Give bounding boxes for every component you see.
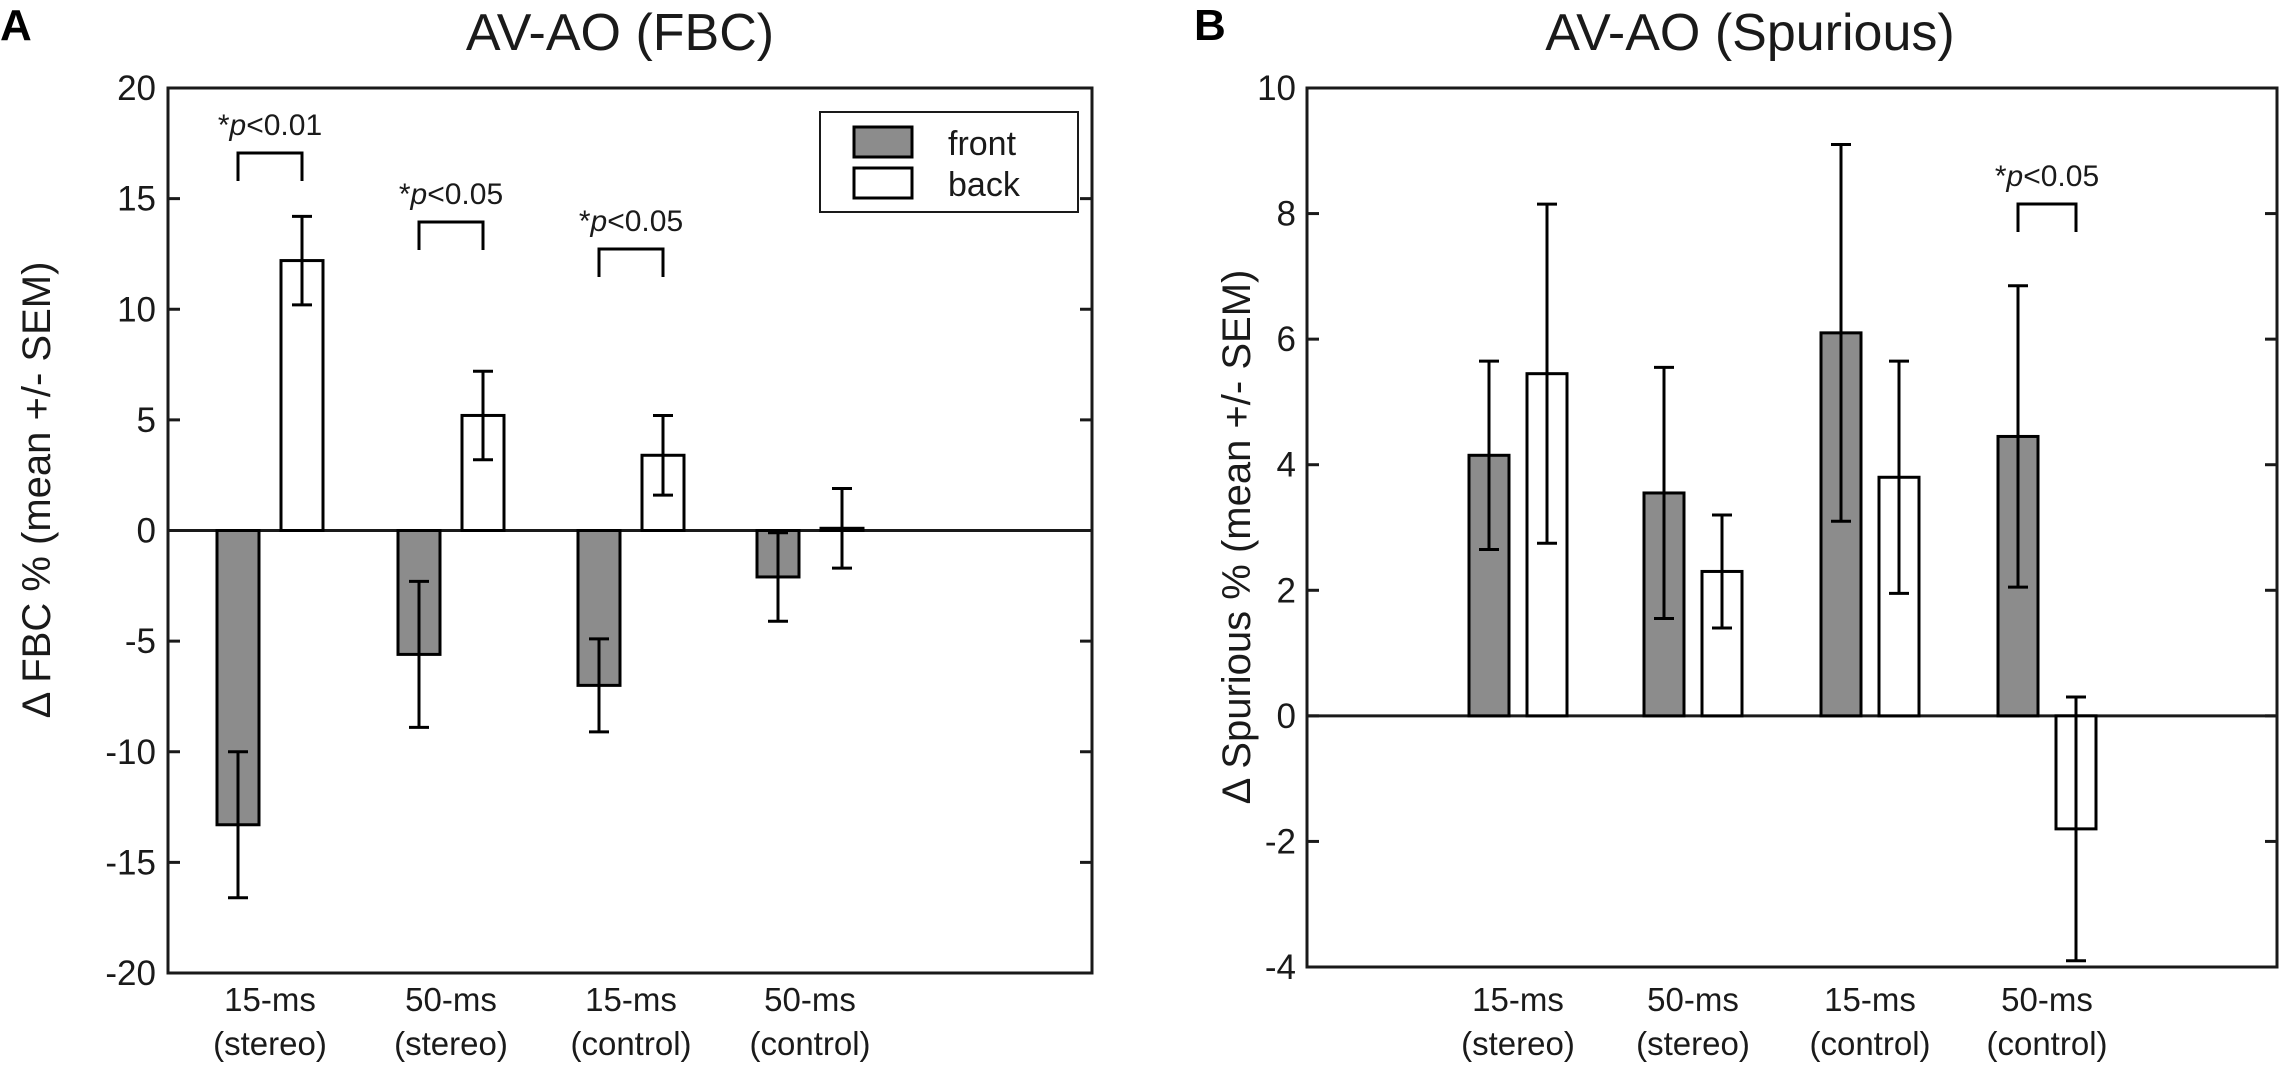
- x-tick-label: (stereo): [213, 1025, 327, 1062]
- significance-bracket: [2016, 202, 2078, 232]
- panel-a-letter: A: [0, 1, 32, 50]
- x-tick-label: (stereo): [1461, 1025, 1575, 1062]
- y-tick-label: 8: [1277, 195, 1296, 234]
- y-tick-label: 5: [137, 401, 156, 440]
- panel-a: A AV-AO (FBC) Δ FBC % (mean +/- SEM) 20 1…: [0, 1, 1094, 1062]
- panel-a-y-ticks: 20 15 10 5 0 -5 -10 -15 -20: [105, 69, 1092, 993]
- panel-b-bars: [1467, 331, 2098, 831]
- y-tick-label: 15: [117, 180, 156, 219]
- legend-label-back: back: [948, 166, 1021, 204]
- y-tick-label: -10: [105, 733, 156, 772]
- y-tick-label: -15: [105, 843, 156, 882]
- y-tick-label: 6: [1277, 320, 1296, 359]
- x-tick-label: 15-ms: [1824, 981, 1916, 1018]
- panel-b-x-tick-labels: 15-ms (stereo) 50-ms (stereo) 15-ms (control)…: [1461, 981, 2107, 1062]
- y-tick-label: 10: [1257, 69, 1296, 108]
- panel-a-legend: front back: [819, 111, 1079, 213]
- x-tick-label: (control): [1986, 1025, 2107, 1062]
- x-tick-label: (control): [749, 1025, 870, 1062]
- panel-a-title: AV-AO (FBC): [466, 4, 774, 62]
- legend-label-front: front: [948, 125, 1017, 163]
- panel-b-title: AV-AO (Spurious): [1545, 4, 1954, 62]
- y-tick-label: 2: [1277, 571, 1296, 610]
- panel-a-x-tick-labels: 15-ms (stereo) 50-ms (stereo) 15-ms (control)…: [213, 981, 870, 1062]
- x-tick-label: 15-ms: [1472, 981, 1564, 1018]
- panel-b: B AV-AO (Spurious) Δ Spurious % (mean +/…: [1194, 1, 2279, 1062]
- panel-b-significance-annotations: *p<0.05: [1995, 160, 2099, 232]
- x-tick-label: (control): [1809, 1025, 1930, 1062]
- y-tick-label: -5: [125, 622, 156, 661]
- significance-label: *p<0.01: [218, 109, 322, 142]
- x-tick-label: 50-ms: [405, 981, 497, 1018]
- panel-b-y-axis-label: Δ Spurious % (mean +/- SEM): [1215, 270, 1259, 805]
- significance-label: *p<0.05: [579, 205, 683, 238]
- y-tick-label: 0: [137, 512, 156, 551]
- x-tick-label: (control): [570, 1025, 691, 1062]
- y-tick-label: -2: [1265, 822, 1296, 861]
- y-tick-label: 4: [1277, 446, 1296, 485]
- x-tick-label: (stereo): [1636, 1025, 1750, 1062]
- panel-b-error-bars: [1479, 143, 2086, 963]
- panel-a-bars: [215, 259, 865, 827]
- x-tick-label: 15-ms: [224, 981, 316, 1018]
- panel-a-error-bars: [228, 214, 852, 900]
- significance-label: *p<0.05: [1995, 160, 2099, 193]
- panel-b-y-ticks: 10 8 6 4 2 0 -2 -4: [1257, 69, 2277, 987]
- x-tick-label: 50-ms: [2001, 981, 2093, 1018]
- legend-swatch-back: [852, 166, 914, 200]
- y-tick-label: 0: [1277, 697, 1296, 736]
- panel-a-significance-annotations: *p<0.01 *p<0.05 *p<0.05: [218, 109, 683, 277]
- y-tick-label: -20: [105, 954, 156, 993]
- x-tick-label: 50-ms: [764, 981, 856, 1018]
- x-tick-label: (stereo): [394, 1025, 508, 1062]
- y-tick-label: -4: [1265, 948, 1296, 987]
- significance-label: *p<0.05: [399, 178, 503, 211]
- panel-b-letter: B: [1194, 1, 1226, 50]
- x-tick-label: 50-ms: [1647, 981, 1739, 1018]
- y-tick-label: 10: [117, 290, 156, 329]
- significance-bracket: [597, 247, 665, 277]
- significance-bracket: [236, 151, 304, 181]
- panel-a-y-axis-label: Δ FBC % (mean +/- SEM): [15, 262, 59, 719]
- panel-b-plot-frame: [1305, 86, 2279, 969]
- x-tick-label: 15-ms: [585, 981, 677, 1018]
- significance-bracket: [417, 220, 485, 250]
- legend-swatch-front: [852, 125, 914, 159]
- y-tick-label: 20: [117, 69, 156, 108]
